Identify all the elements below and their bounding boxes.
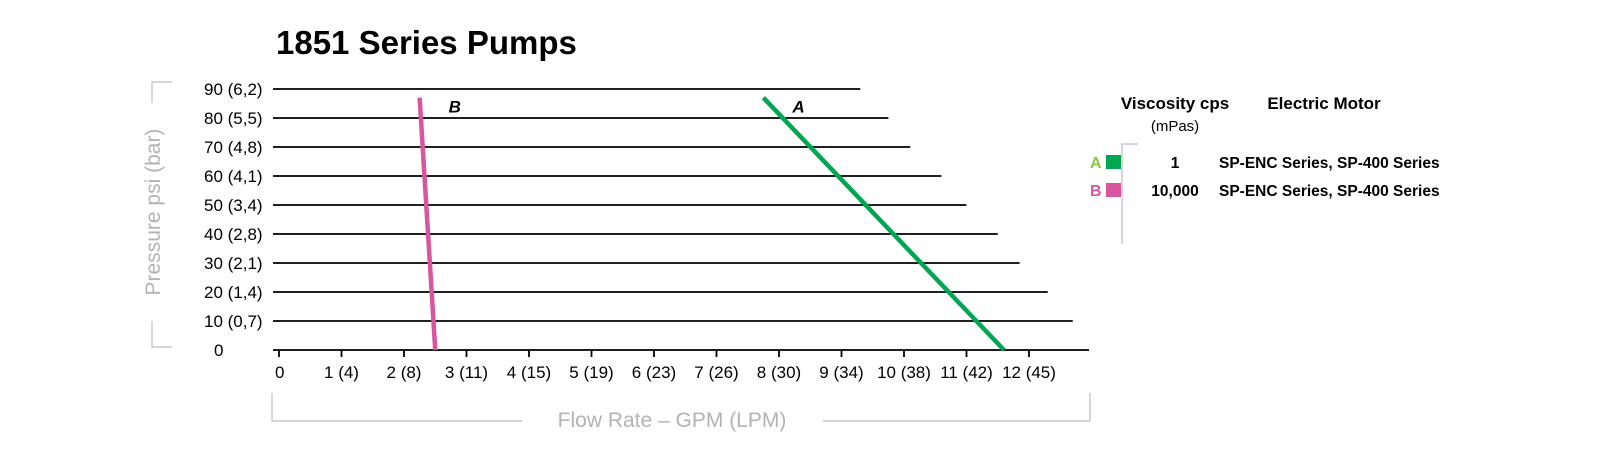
x-axis: 0 1 (4) 2 (8) 3 (11) 4 (15) 5 (19) 6 (23) 7 (26… [273, 349, 1089, 382]
x-axis-label: Flow Rate – GPM (LPM) [558, 409, 787, 432]
legend-viscosity: 1 [1171, 155, 1180, 172]
x-tick-label: 10 (38) [877, 363, 931, 382]
x-tick-label: 4 (15) [507, 363, 551, 382]
x-tick-label: 2 (8) [387, 363, 422, 382]
legend-header-viscosity-unit: (mPas) [1151, 118, 1199, 135]
y-tick-label: 20 (1,4) [204, 283, 263, 302]
legend-swatch-a [1106, 155, 1121, 169]
x-tick-label: 6 (23) [632, 363, 676, 382]
x-tick-label: 5 (19) [569, 363, 613, 382]
y-axis-label: Pressure psi (bar) [142, 129, 165, 296]
y-tick-label: 10 (0,7) [204, 312, 263, 331]
series-label-a: A [791, 98, 804, 117]
x-tick-label: 1 (4) [324, 363, 359, 382]
legend-key-b: B [1090, 183, 1102, 200]
legend-bracket [1121, 143, 1138, 244]
series-line-a [761, 96, 1006, 352]
legend-header-motor: Electric Motor [1267, 94, 1381, 113]
x-tick-label: 9 (34) [819, 363, 863, 382]
y-tick-label: 30 (2,1) [204, 254, 263, 273]
x-tick-label: 12 (45) [1002, 363, 1056, 382]
x-tick-label: 7 (26) [694, 363, 738, 382]
data-series: AB [417, 96, 1006, 352]
legend-viscosity: 10,000 [1151, 183, 1198, 200]
y-tick-label: 50 (3,4) [204, 196, 263, 215]
legend-motor: SP-ENC Series, SP-400 Series [1219, 183, 1440, 200]
legend-rows: A 1 SP-ENC Series, SP-400 Series B 10,000 SP-… [1090, 155, 1440, 200]
x-tick-label: 8 (30) [757, 363, 801, 382]
x-tick-label: 3 (11) [445, 363, 488, 382]
legend: Viscosity cps (mPas) Electric Motor A 1 SP… [1090, 94, 1440, 244]
x-axis-bracket [271, 393, 1091, 422]
legend-motor: SP-ENC Series, SP-400 Series [1219, 155, 1440, 172]
y-tick-label: 90 (6,2) [204, 80, 263, 99]
x-tick-label: 11 (42) [940, 363, 993, 382]
y-tick-label: 80 (5,5) [204, 109, 263, 128]
chart-title: 1851 Series Pumps [276, 24, 577, 61]
y-tick-label: 40 (2,8) [204, 225, 263, 244]
series-line-b [417, 97, 438, 351]
gridlines [273, 88, 1073, 322]
legend-swatch-b [1106, 183, 1121, 197]
y-tick-label: 60 (4,1) [204, 167, 263, 186]
y-tick-label: 0 [214, 341, 223, 360]
x-tick-label: 0 [275, 363, 284, 382]
y-axis-bracket [151, 81, 172, 348]
series-label-b: B [449, 98, 461, 117]
y-tick-label: 70 (4,8) [204, 138, 263, 157]
y-axis-tick-labels: 0 10 (0,7) 20 (1,4) 30 (2,1) 40 (2,8) 50 (3,4… [204, 80, 263, 360]
legend-header-viscosity: Viscosity cps [1121, 94, 1229, 113]
legend-key-a: A [1090, 155, 1102, 172]
